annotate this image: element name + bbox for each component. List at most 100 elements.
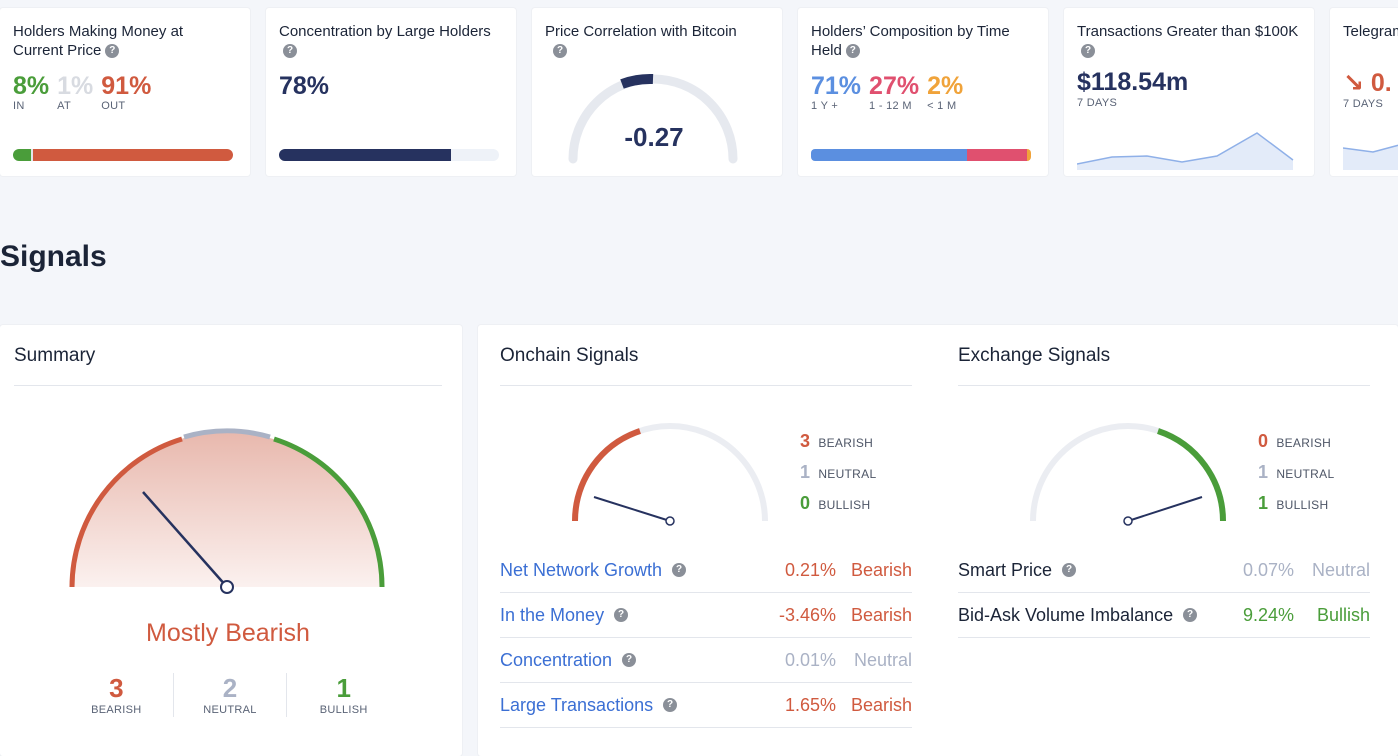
exchange-neutral-label: NEUTRAL xyxy=(1276,467,1335,481)
help-icon[interactable]: ? xyxy=(614,608,629,622)
help-icon[interactable]: ? xyxy=(105,44,120,59)
neutral-label: NEUTRAL xyxy=(203,704,257,716)
bar-in-segment xyxy=(13,149,31,161)
holders-making-money-card: Holders Making Money at Current Price? 8… xyxy=(0,8,250,176)
exchange-bullish-label: BULLISH xyxy=(1276,498,1329,512)
onchain-bearish-count: 3 xyxy=(800,431,811,451)
signal-row[interactable]: In the Money? -3.46% Bearish xyxy=(500,593,912,638)
concentration-value: 78% xyxy=(279,72,330,100)
summary-gauge xyxy=(69,428,385,594)
exchange-title: Exchange Signals xyxy=(958,345,1111,366)
bar-at-segment xyxy=(30,149,33,161)
onchain-neutral-label: NEUTRAL xyxy=(818,467,877,481)
card-title: Telegram xyxy=(1343,23,1398,40)
exchange-gauge xyxy=(1030,423,1226,526)
onchain-bearish-label: BEARISH xyxy=(818,436,874,450)
help-icon[interactable]: ? xyxy=(1183,608,1198,622)
divider xyxy=(958,385,1370,386)
out-label: OUT xyxy=(101,100,126,112)
signal-verdict: Bullish xyxy=(1316,604,1370,625)
signal-value: 9.24% xyxy=(1242,604,1294,625)
help-icon[interactable]: ? xyxy=(672,563,687,577)
signal-name[interactable]: In the Money xyxy=(500,604,605,625)
summary-panel: Summary Mostly Bearish 3 BEARISH 2 NEUTR… xyxy=(0,325,462,756)
transactions-sparkline xyxy=(1077,132,1294,170)
in-label: IN xyxy=(13,100,25,112)
signal-name[interactable]: Bid-Ask Volume Imbalance xyxy=(958,604,1174,625)
transactions-value: $118.54m xyxy=(1077,68,1189,96)
short-term-value: 2% xyxy=(927,72,964,100)
concentration-bar-fill xyxy=(279,149,451,161)
signal-name[interactable]: Smart Price xyxy=(958,559,1053,580)
mid-term-label: 1 - 12 M xyxy=(869,100,912,112)
help-icon[interactable]: ? xyxy=(283,44,297,59)
telegram-value: 0. xyxy=(1370,69,1392,97)
composition-mid-segment xyxy=(967,149,1027,161)
at-label: AT xyxy=(57,100,71,112)
signal-row[interactable]: Net Network Growth? 0.21% Bearish xyxy=(500,548,912,593)
composition-short-segment xyxy=(1026,149,1031,161)
signal-verdict: Bearish xyxy=(850,694,912,715)
signals-heading: Signals xyxy=(0,240,107,273)
signal-verdict: Bearish xyxy=(850,604,912,625)
concentration-bar xyxy=(279,149,499,161)
exchange-bearish-count: 0 xyxy=(1258,431,1269,451)
signal-row[interactable]: Smart Price? 0.07% Neutral xyxy=(958,548,1370,593)
divider xyxy=(14,385,442,386)
summary-verdict: Mostly Bearish xyxy=(146,619,310,647)
signal-verdict: Bearish xyxy=(850,559,912,580)
signal-name[interactable]: Large Transactions xyxy=(500,694,654,715)
help-icon[interactable]: ? xyxy=(1062,563,1077,577)
concentration-card: Concentration by Large Holders? 78% xyxy=(266,8,516,176)
money-distribution-bar xyxy=(13,149,233,161)
signal-row[interactable]: Bid-Ask Volume Imbalance? 9.24% Bullish xyxy=(958,593,1370,638)
bearish-count: 3 xyxy=(109,673,124,703)
onchain-section: Onchain Signals xyxy=(500,345,912,386)
help-icon[interactable]: ? xyxy=(1081,44,1095,59)
mid-term-value: 27% xyxy=(869,72,920,100)
card-title: Holders’ Composition by Time Held xyxy=(811,23,1010,59)
price-correlation-card: Price Correlation with Bitcoin? -0.27 xyxy=(532,8,782,176)
help-icon[interactable]: ? xyxy=(663,698,678,712)
signal-row[interactable]: Concentration? 0.01% Neutral xyxy=(500,638,912,683)
onchain-bullish-label: BULLISH xyxy=(818,498,871,512)
large-transactions-card: Transactions Greater than $100K? $118.54… xyxy=(1064,8,1314,176)
telegram-card: Telegram ↘ 0. 7 DAYS xyxy=(1330,8,1398,176)
in-value: 8% xyxy=(13,72,50,100)
summary-counts: 3 BEARISH 2 NEUTRAL 1 BULLISH xyxy=(60,673,400,717)
signal-name[interactable]: Concentration xyxy=(500,649,613,670)
signal-row[interactable]: Large Transactions? 1.65% Bearish xyxy=(500,683,912,728)
onchain-title: Onchain Signals xyxy=(500,345,639,366)
signal-value: 0.21% xyxy=(784,559,836,580)
bullish-label: BULLISH xyxy=(319,704,368,716)
telegram-sparkline xyxy=(1343,144,1398,170)
signal-verdict: Neutral xyxy=(1311,559,1370,580)
help-icon[interactable]: ? xyxy=(553,44,567,59)
composition-long-segment xyxy=(811,149,968,161)
exchange-bearish-label: BEARISH xyxy=(1276,436,1332,450)
at-value: 1% xyxy=(57,72,94,100)
down-arrow-icon: ↘ xyxy=(1343,69,1364,97)
help-icon[interactable]: ? xyxy=(622,653,637,667)
card-title: Concentration by Large Holders xyxy=(279,23,491,40)
correlation-gauge xyxy=(568,73,738,164)
short-term-label: < 1 M xyxy=(927,100,957,112)
bar-out-segment xyxy=(32,149,233,161)
divider xyxy=(500,385,912,386)
exchange-neutral-count: 1 xyxy=(1258,462,1269,482)
signal-value: 0.01% xyxy=(784,649,836,670)
holders-composition-card: Holders’ Composition by Time Held? 71% 1 … xyxy=(798,8,1048,176)
help-icon[interactable]: ? xyxy=(845,44,860,59)
onchain-bullish-count: 0 xyxy=(800,493,811,513)
card-title: Transactions Greater than $100K xyxy=(1077,23,1299,40)
neutral-count: 2 xyxy=(222,673,238,703)
long-term-value: 71% xyxy=(811,72,862,100)
summary-title: Summary xyxy=(14,345,96,366)
bearish-label: BEARISH xyxy=(91,704,142,716)
card-title: Holders Making Money at Current Price xyxy=(13,23,184,59)
signal-value: 1.65% xyxy=(784,694,836,715)
long-term-label: 1 Y + xyxy=(811,100,839,112)
telegram-period: 7 DAYS xyxy=(1343,98,1384,110)
exchange-section: Exchange Signals xyxy=(958,345,1370,386)
signal-name[interactable]: Net Network Growth xyxy=(500,559,663,580)
